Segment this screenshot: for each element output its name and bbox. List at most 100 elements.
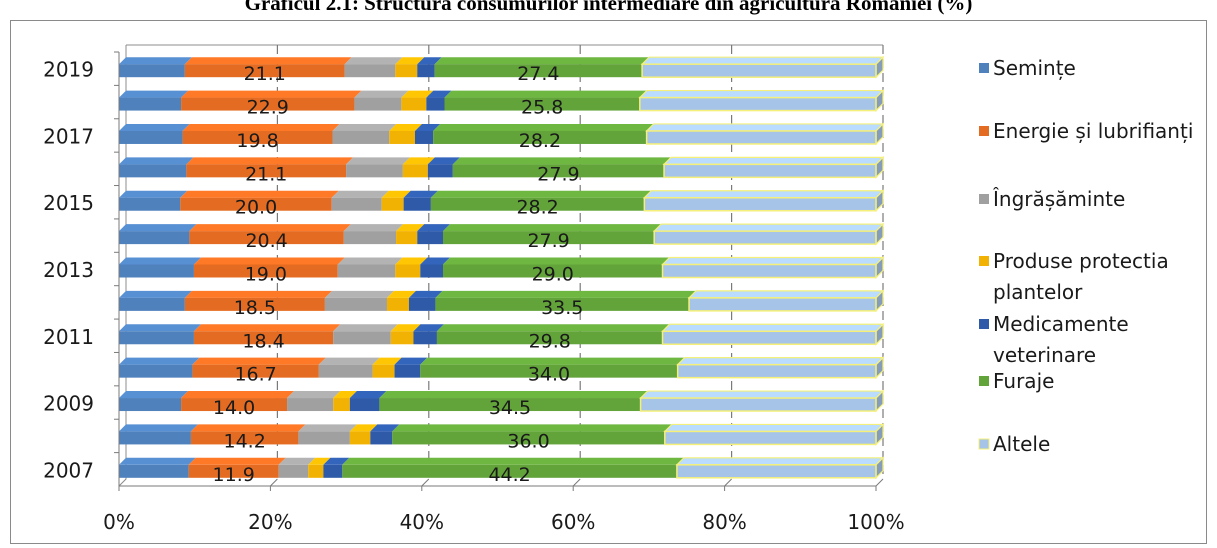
bar-segment [189, 231, 344, 245]
bar-segment [119, 297, 185, 311]
x-tick-label: 80% [702, 510, 746, 534]
bar-segment-top [119, 157, 194, 165]
data-label: 27.9 [537, 163, 579, 185]
bar-segment [688, 297, 877, 312]
bar-segment [278, 464, 309, 478]
bar-segment [402, 164, 428, 178]
data-label: 19.8 [236, 130, 278, 152]
bar-segment-top [181, 391, 295, 399]
bar-segment [413, 331, 437, 345]
bar-segment-top [337, 257, 403, 265]
bar-segment [390, 331, 414, 345]
legend-label: Îngrășăminte [992, 187, 1125, 211]
bar-segment [308, 464, 324, 478]
bar-segment-top [324, 290, 394, 298]
bar-segment [346, 164, 403, 178]
data-label: 18.5 [234, 297, 276, 319]
data-label: 44.2 [488, 464, 530, 486]
bar-segment-top [333, 391, 357, 399]
data-label: 11.9 [213, 464, 255, 486]
bar-segment-top [433, 123, 654, 131]
bar-segment-top [420, 257, 450, 265]
bar-segment-top [193, 257, 345, 265]
gridline-floor [270, 478, 278, 487]
bar-segment [331, 197, 382, 211]
bar-segment [193, 331, 334, 345]
bar-segment-top [396, 224, 425, 232]
bar-segment-top [308, 457, 331, 465]
bar-segment-top [333, 324, 398, 332]
bar-segment [333, 331, 391, 345]
data-label: 20.4 [245, 230, 287, 252]
data-label: 34.0 [528, 364, 570, 386]
bar-segment [389, 130, 415, 144]
bar-segment-top [332, 123, 397, 131]
bar-segment-top [331, 190, 389, 198]
bar-segment [433, 130, 647, 144]
bar-segment-top [349, 424, 378, 432]
bar-segment-top [119, 457, 196, 465]
bar-segment-top [408, 290, 443, 298]
legend-swatch [979, 194, 989, 204]
bar-segment [354, 97, 402, 111]
data-label: 28.2 [516, 197, 558, 219]
legend-swatch [979, 256, 989, 266]
bar-segment-top [652, 223, 885, 232]
x-tick-label: 20% [248, 510, 292, 534]
bar-segment [184, 64, 345, 78]
bar-segment [119, 164, 187, 178]
bar-segment-top [192, 357, 326, 365]
bar-segment [180, 197, 332, 211]
bar-segment [381, 197, 404, 211]
axes: 0% 20% 40% 60% 80% 100% 2019 2017 2015 2013 2011 20… [43, 51, 905, 534]
bars [119, 55, 885, 480]
bar-segment-top [343, 224, 404, 232]
legend-swatch [978, 438, 990, 450]
data-label: 16.7 [234, 364, 276, 386]
bar-segment-top [427, 157, 460, 165]
bar-segment-top [663, 423, 885, 433]
bar-segment [193, 264, 338, 278]
bar-segment-top [379, 391, 648, 399]
bar-segment [181, 97, 355, 111]
bar-segment [639, 96, 877, 112]
bar-segment [332, 130, 390, 144]
bar-segment-top [318, 357, 380, 365]
y-tick-label: 2011 [43, 325, 94, 349]
bar-segment-top [640, 56, 885, 65]
bar-segment [408, 297, 436, 311]
bar-segment-top [390, 324, 421, 332]
bar-segment [119, 364, 193, 378]
bar-segment-top [119, 324, 201, 332]
bar-segment [414, 130, 434, 144]
bar-segment [119, 231, 190, 245]
bar-segment-top [414, 123, 441, 131]
bar-segment [333, 398, 350, 412]
bar-segment-top [346, 157, 410, 165]
data-labels: 21.1 27.4 22.9 25.8 19.8 28.2 21.1 27.9 20.0 28.2… [213, 63, 584, 486]
bar-segment [119, 197, 181, 211]
bar-segment-top [435, 290, 697, 298]
legend-swatch [979, 63, 989, 73]
legend-label: veterinare [993, 343, 1096, 367]
bar-segment-top [436, 324, 670, 332]
bar-segment-top [386, 290, 416, 298]
data-label: 19.0 [245, 264, 287, 286]
bar-segment [186, 164, 347, 178]
data-label: 20.0 [235, 197, 277, 219]
bar-segment [372, 364, 395, 378]
bar-segment-top [354, 90, 409, 98]
bar-segment [420, 264, 443, 278]
x-tick-label: 0% [103, 510, 135, 534]
bar-segment-top [420, 357, 685, 365]
bar-segment [392, 431, 665, 445]
data-label: 18.4 [242, 330, 284, 352]
bar-segment-top [278, 457, 316, 465]
bar-segment [641, 63, 877, 78]
data-label: 29.8 [529, 330, 571, 352]
bar-segment [661, 263, 877, 279]
bar-segment-top [188, 457, 286, 465]
data-label: 25.8 [521, 97, 563, 119]
bar-segment-top [392, 424, 672, 432]
bar-segment-top [413, 324, 444, 332]
